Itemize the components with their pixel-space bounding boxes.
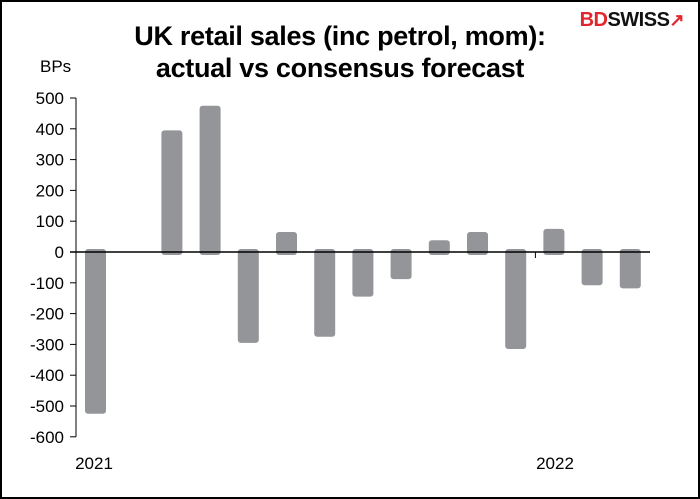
brand-arrow-icon: ↗ — [669, 10, 684, 30]
bar — [199, 105, 221, 255]
y-tick-label: -600 — [30, 428, 64, 447]
brand-logo: BDSWISS↗ — [579, 9, 685, 32]
y-tick-label: 100 — [36, 212, 64, 231]
y-tick-label: 300 — [36, 151, 64, 170]
x-axis-label: 2021 — [75, 454, 113, 473]
y-tick-label: -400 — [30, 366, 64, 385]
bar — [161, 130, 183, 255]
bar — [619, 249, 641, 289]
bar — [581, 249, 603, 286]
brand-swiss: SWISS — [607, 9, 670, 31]
y-tick-label: 0 — [55, 243, 64, 262]
title-line-1: UK retail sales (inc petrol, mom): — [134, 21, 546, 51]
y-tick-label: 500 — [36, 89, 64, 108]
bar — [237, 249, 259, 343]
y-axis-unit-label: BPs — [40, 57, 72, 76]
y-tick-label: -100 — [30, 274, 64, 293]
y-tick-label: -200 — [30, 305, 64, 324]
bar — [352, 249, 374, 297]
bar — [390, 249, 412, 280]
bar — [314, 249, 336, 337]
chart-title: UK retail sales (inc petrol, mom): actua… — [100, 20, 580, 84]
y-tick-label: -300 — [30, 335, 64, 354]
y-tick-label: -500 — [30, 397, 64, 416]
bar — [276, 231, 297, 255]
brand-bd: BD — [579, 9, 608, 31]
title-line-2: actual vs consensus forecast — [155, 53, 525, 83]
y-tick-label: 400 — [36, 120, 64, 139]
bar — [85, 249, 106, 414]
x-axis-label: 2022 — [536, 454, 574, 473]
bar — [428, 240, 450, 255]
bar — [467, 231, 488, 255]
bar — [505, 249, 527, 350]
bar — [543, 228, 565, 255]
y-tick-label: 200 — [36, 181, 64, 200]
